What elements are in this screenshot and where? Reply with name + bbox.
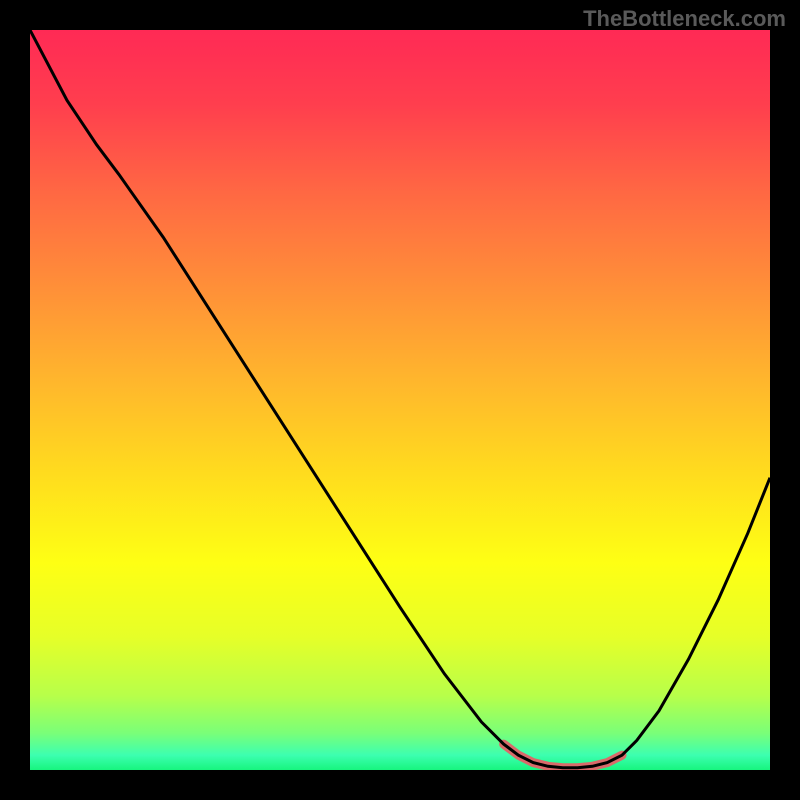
chart-container: TheBottleneck.com	[0, 0, 800, 800]
plot-area	[30, 30, 770, 770]
attribution-text: TheBottleneck.com	[583, 6, 786, 32]
gradient-background	[30, 30, 770, 770]
